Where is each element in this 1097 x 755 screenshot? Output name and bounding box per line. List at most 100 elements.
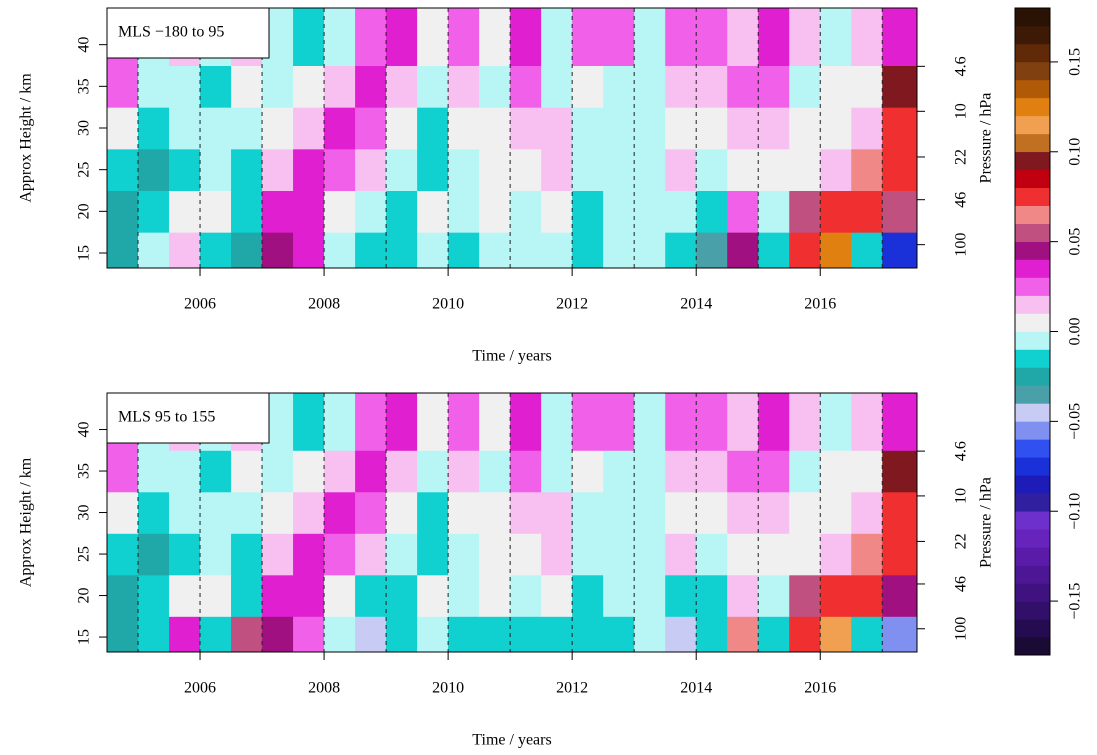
x-tick-label: 2006	[184, 296, 216, 313]
contour-cell	[479, 450, 511, 493]
contour-cell	[541, 616, 573, 653]
contour-cell	[448, 616, 480, 653]
x-tick-label: 2012	[556, 680, 588, 697]
y-tick-label: 15	[76, 245, 93, 261]
contour-cell	[138, 190, 170, 233]
y2-axis-label: Pressure / hPa	[978, 477, 995, 568]
contour-cell	[417, 8, 449, 66]
contour-cell	[758, 616, 790, 653]
contour-cell	[138, 65, 170, 108]
contour-cell	[665, 491, 697, 534]
y-tick-label: 35	[76, 78, 93, 94]
contour-cell	[789, 148, 821, 191]
x-tick-label: 2016	[804, 680, 836, 697]
colorbar-band	[1015, 547, 1050, 566]
contour-cell	[262, 65, 294, 108]
contour-cell	[882, 8, 918, 66]
contour-cell	[758, 107, 790, 150]
contour-cell	[169, 190, 201, 233]
y-tick-label: 25	[76, 162, 93, 178]
x-tick-label: 2010	[432, 680, 464, 697]
contour-cell	[107, 616, 139, 653]
y2-axis-label: Pressure / hPa	[978, 93, 995, 184]
contour-cell	[758, 393, 790, 451]
colorbar-band	[1015, 493, 1050, 512]
contour-cell	[882, 65, 918, 108]
contour-cell	[820, 8, 852, 66]
contour-cell	[572, 232, 604, 269]
contour-cell	[355, 616, 387, 653]
colorbar-band	[1015, 349, 1050, 368]
contour-cell	[386, 574, 418, 617]
contour-cell	[882, 107, 918, 150]
contour-cell	[479, 190, 511, 233]
contour-cell	[851, 190, 883, 233]
contour-cell	[355, 8, 387, 66]
contour-cell	[293, 8, 325, 66]
contour-cell	[324, 8, 356, 66]
contour-cell	[758, 148, 790, 191]
contour-cell	[262, 232, 294, 269]
contour-cell	[882, 574, 918, 617]
y2-tick-label: 100	[953, 233, 970, 257]
contour-cell	[138, 533, 170, 576]
contour-cell	[851, 232, 883, 269]
contour-cell	[603, 450, 635, 493]
y2-tick-label: 46	[953, 192, 970, 208]
contour-cell	[665, 148, 697, 191]
contour-cell	[231, 65, 263, 108]
contour-cell	[603, 616, 635, 653]
contour-cell	[417, 107, 449, 150]
contour-cell	[138, 232, 170, 269]
colorbar-band	[1015, 619, 1050, 638]
contour-cell	[510, 107, 542, 150]
contour-cell	[882, 148, 918, 191]
contour-cell	[355, 450, 387, 493]
contour-cell	[789, 8, 821, 66]
contour-cell	[479, 232, 511, 269]
contour-cell	[603, 574, 635, 617]
contour-cell	[138, 491, 170, 534]
contour-cell	[200, 616, 232, 653]
colorbar-band	[1015, 187, 1050, 206]
contour-cell	[634, 574, 666, 617]
contour-cell	[417, 450, 449, 493]
colorbar-band	[1015, 205, 1050, 224]
colorbar-band	[1015, 385, 1050, 404]
contour-cell	[789, 232, 821, 269]
contour-cell	[665, 574, 697, 617]
contour-cell	[665, 616, 697, 653]
contour-cell	[479, 393, 511, 451]
contour-cell	[541, 8, 573, 66]
contour-cell	[572, 616, 604, 653]
contour-cell	[572, 393, 604, 451]
contour-cell	[107, 533, 139, 576]
contour-cell	[603, 533, 635, 576]
contour-cell	[200, 190, 232, 233]
contour-cell	[634, 148, 666, 191]
contour-cell	[572, 8, 604, 66]
contour-cell	[665, 107, 697, 150]
contour-cell	[603, 107, 635, 150]
contour-cell	[293, 393, 325, 451]
contour-cell	[851, 616, 883, 653]
colorbar-band	[1015, 475, 1050, 494]
x-tick-label: 2008	[308, 680, 340, 697]
contour-cell	[758, 65, 790, 108]
contour-cell	[851, 65, 883, 108]
y-tick-label: 35	[76, 463, 93, 479]
contour-cell	[696, 616, 728, 653]
contour-cell	[789, 533, 821, 576]
contour-cell	[293, 491, 325, 534]
contour-cell	[169, 232, 201, 269]
colorbar-band	[1015, 583, 1050, 602]
contour-cell	[820, 574, 852, 617]
contour-cell	[293, 574, 325, 617]
contour-cell	[510, 393, 542, 451]
contour-cell	[510, 616, 542, 653]
colorbar-band	[1015, 151, 1050, 171]
contour-cell	[448, 533, 480, 576]
contour-cell	[572, 533, 604, 576]
contour-cell	[231, 450, 263, 493]
x-tick-label: 2008	[308, 296, 340, 313]
